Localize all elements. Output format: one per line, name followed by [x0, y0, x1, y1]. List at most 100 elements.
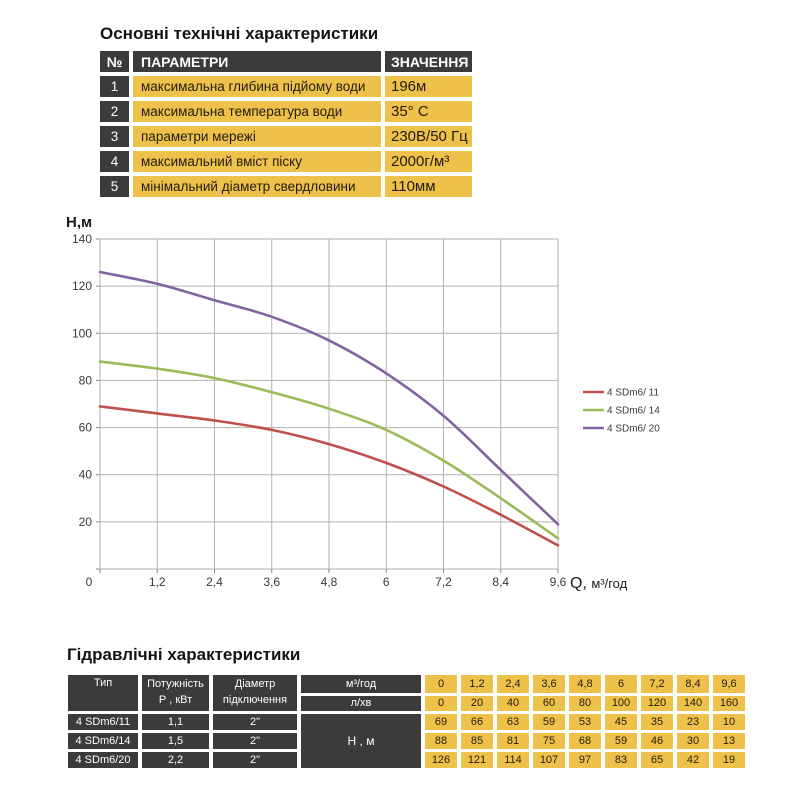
head-value: 23: [677, 714, 709, 730]
x-tick-label: 0: [86, 575, 93, 589]
x-tick-label: 8,4: [492, 575, 509, 589]
pump-diameter: 2": [213, 752, 297, 768]
pump-diameter: 2": [213, 714, 297, 730]
pump-type: 4 SDm6/11: [68, 714, 138, 730]
curve-4-sdm6-20: [98, 270, 560, 526]
head-units-label: Н , м: [301, 714, 421, 768]
spec-row-3-param: параметри мережі: [133, 126, 381, 147]
flow-lmin-value: 40: [497, 696, 529, 711]
head-value: 46: [641, 733, 673, 749]
flow-lmin-value: 20: [461, 696, 493, 711]
head-value: 88: [425, 733, 457, 749]
section2-title: Гідравлічні характеристики: [67, 645, 301, 664]
pump-power: 2,2: [142, 752, 209, 768]
x-tick-label: 7,2: [435, 575, 452, 589]
flow-m3-value: 3,6: [533, 675, 565, 693]
spec-row-1-param: максимальна глибина підйому води: [133, 76, 381, 97]
head-value: 85: [461, 733, 493, 749]
spec-row-5-param: мінімальний діаметр свердловини: [133, 176, 381, 197]
head-value: 10: [713, 714, 745, 730]
head-value: 13: [713, 733, 745, 749]
y-axis-title: H,м: [66, 214, 92, 231]
head-value: 69: [425, 714, 457, 730]
flow-m3-value: 2,4: [497, 675, 529, 693]
flow-m3-value: 6: [605, 675, 637, 693]
y-tick-label: 20: [79, 515, 93, 529]
head-value: 35: [641, 714, 673, 730]
flow-lmin-value: 0: [425, 696, 457, 711]
head-value: 59: [533, 714, 565, 730]
pump-power: 1,1: [142, 714, 209, 730]
spec-row-5-value: 110мм: [385, 176, 472, 197]
head-value: 42: [677, 752, 709, 768]
flow-lmin-value: 100: [605, 696, 637, 711]
head-value: 59: [605, 733, 637, 749]
spec-row-4-param: максимальний вміст піску: [133, 151, 381, 172]
flow-m3-value: 4,8: [569, 675, 601, 693]
spec-row-2-param: максимальна температура води: [133, 101, 381, 122]
spec-row-2-number: 2: [100, 101, 129, 122]
flow-m3-value: 9,6: [713, 675, 745, 693]
flow-lmin-value: 140: [677, 696, 709, 711]
x-tick-label: 9,6: [550, 575, 567, 589]
legend-label: 4 SDm6/ 14: [607, 406, 660, 417]
x-tick-label: 6: [383, 575, 390, 589]
head-value: 75: [533, 733, 565, 749]
curve-4-sdm6-14: [98, 360, 560, 540]
x-axis-title: Q, м³/год: [570, 575, 628, 592]
section1-title: Основні технічні характеристики: [100, 24, 379, 43]
y-tick-label: 80: [79, 373, 93, 387]
head-value: 83: [605, 752, 637, 768]
flow-lmin-value: 60: [533, 696, 565, 711]
col-header-diameter: Діаметр підключення: [213, 675, 297, 711]
head-value: 126: [425, 752, 457, 768]
tech-specs-table: № ПАРАМЕТРИ ЗНАЧЕННЯ 1 максимальна глибина п…: [100, 51, 472, 197]
spec-row-3-value: 230В/50 Гц: [385, 126, 472, 147]
head-value: 65: [641, 752, 673, 768]
flow-m3-value: 0: [425, 675, 457, 693]
spec-row-3-number: 3: [100, 126, 129, 147]
y-tick-label: 40: [79, 468, 93, 482]
pump-type: 4 SDm6/14: [68, 733, 138, 749]
y-tick-label: 120: [72, 279, 92, 293]
pump-performance-chart: 20 40 60 80 100 120 140 0 1,2 2,4 3,6 4,8 6 7,2 8,4 9,6…: [66, 214, 660, 592]
spec-row-1-value: 196м: [385, 76, 472, 97]
pump-power: 1,5: [142, 733, 209, 749]
y-tick-label: 100: [72, 326, 92, 340]
curve-4-sdm6-11: [98, 405, 560, 547]
spec-row-1-number: 1: [100, 76, 129, 97]
legend-label: 4 SDm6/ 11: [607, 388, 659, 399]
x-tick-label: 1,2: [149, 575, 166, 589]
head-value: 63: [497, 714, 529, 730]
head-value: 81: [497, 733, 529, 749]
col-header-flow-m3: м³/год: [301, 675, 421, 693]
pump-diameter: 2": [213, 733, 297, 749]
col-header-flow-lmin: л/хв: [301, 696, 421, 711]
head-value: 114: [497, 752, 529, 768]
spec-row-5-number: 5: [100, 176, 129, 197]
col-header-power: Потужність Р , кВт: [142, 675, 209, 711]
spec-row-4-value: 2000г/м³: [385, 151, 472, 172]
y-tick-label: 60: [79, 421, 93, 435]
legend-label: 4 SDm6/ 20: [607, 424, 660, 435]
head-value: 45: [605, 714, 637, 730]
spec-row-4-number: 4: [100, 151, 129, 172]
head-value: 53: [569, 714, 601, 730]
head-value: 30: [677, 733, 709, 749]
flow-lmin-value: 120: [641, 696, 673, 711]
flow-lmin-value: 80: [569, 696, 601, 711]
x-tick-label: 2,4: [206, 575, 223, 589]
pump-type: 4 SDm6/20: [68, 752, 138, 768]
head-value: 97: [569, 752, 601, 768]
x-tick-label: 3,6: [263, 575, 280, 589]
flow-m3-value: 8,4: [677, 675, 709, 693]
col-header-value: ЗНАЧЕННЯ: [385, 51, 472, 72]
flow-m3-value: 7,2: [641, 675, 673, 693]
flow-m3-value: 1,2: [461, 675, 493, 693]
spec-row-2-value: 35° С: [385, 101, 472, 122]
col-header-type: Тип: [68, 675, 138, 711]
hydraulic-specs-table: Тип Потужність Р , кВт Діаметр підключення…: [68, 675, 745, 768]
head-value: 107: [533, 752, 565, 768]
col-header-param: ПАРАМЕТРИ: [133, 51, 381, 72]
